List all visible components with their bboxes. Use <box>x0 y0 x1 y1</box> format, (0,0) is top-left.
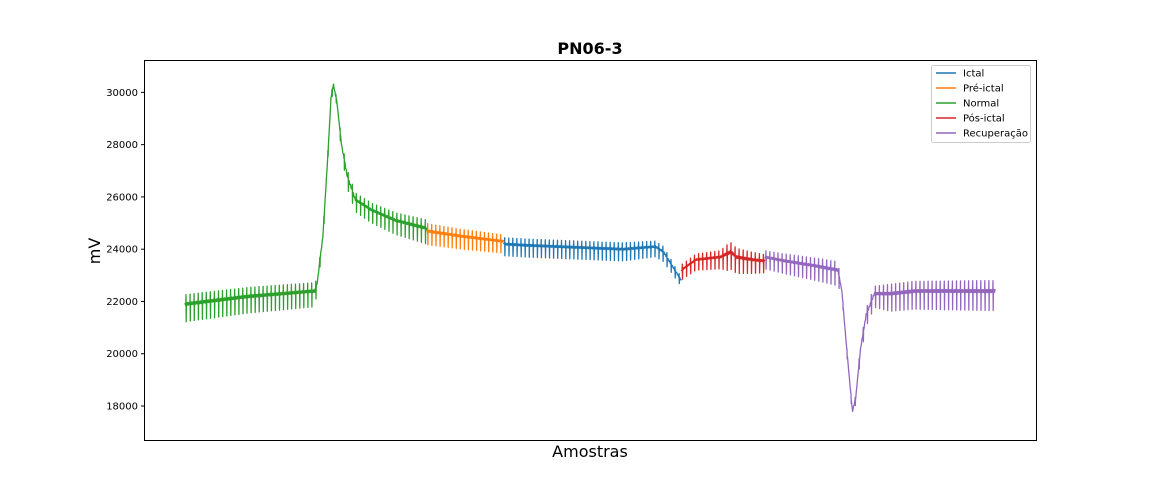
y-axis-ticks: 18000 20000 22000 24000 26000 28000 30000 <box>106 88 145 413</box>
series-line-3 <box>184 83 428 323</box>
series-line-2 <box>426 223 505 254</box>
y-tick-label: 30000 <box>106 88 138 99</box>
y-tick-label: 26000 <box>106 192 138 203</box>
y-tick-label: 18000 <box>106 402 138 413</box>
legend-label-5: Recuperação <box>963 129 1028 140</box>
plot-frame <box>144 60 1037 441</box>
legend-box <box>931 65 1031 143</box>
series-line-1 <box>503 237 682 285</box>
legend: Ictal Pré-ictal Normal Pós-ictal Recuperação <box>931 65 1031 143</box>
legend-label-4: Pós-ictal <box>963 113 1005 125</box>
y-axis-label: mV <box>85 238 104 265</box>
y-tick-label: 22000 <box>106 297 138 308</box>
y-tick-label: 28000 <box>106 140 138 151</box>
y-tick-label: 24000 <box>106 245 138 256</box>
legend-label-3: Normal <box>963 99 999 110</box>
x-axis-label: Amostras <box>552 442 628 461</box>
legend-label-1: Ictal <box>963 69 984 80</box>
plot-data <box>184 83 996 412</box>
legend-label-2: Pré-ictal <box>963 83 1004 95</box>
y-tick-label: 20000 <box>106 349 138 360</box>
series-line-5 <box>764 250 996 412</box>
series-line-4 <box>680 242 766 280</box>
chart-title: PN06-3 <box>557 39 622 58</box>
